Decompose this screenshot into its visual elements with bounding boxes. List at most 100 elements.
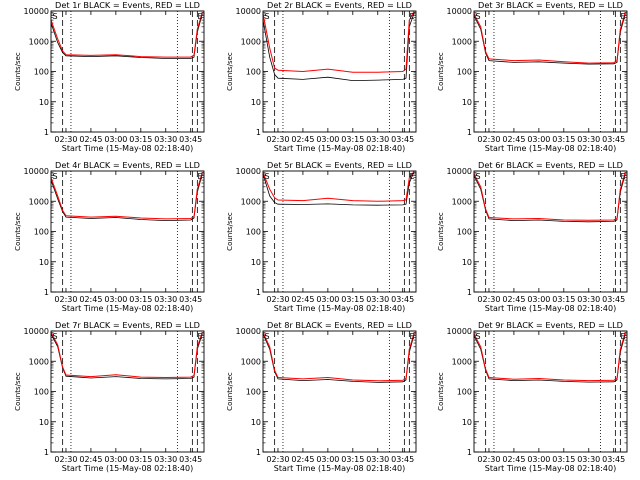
chart-title: Det 4r BLACK = Events, RED = LLD bbox=[55, 160, 200, 170]
x-axis-label: Start Time (15-May-08 02:18:40) bbox=[485, 464, 616, 473]
y-axis-label: Counts/sec bbox=[14, 372, 22, 411]
y-tick-label: 10000 bbox=[236, 327, 261, 336]
end-marker: E bbox=[197, 12, 202, 21]
y-tick-label: 100 bbox=[457, 228, 472, 237]
series-line-events bbox=[50, 333, 203, 380]
y-tick-label: 1000 bbox=[241, 197, 261, 206]
x-axis-label: Start Time (15-May-08 02:18:40) bbox=[274, 464, 405, 473]
plot-frame bbox=[50, 10, 205, 133]
detector-panel: Det 5r BLACK = Events, RED = LLD 1 10 100 10… bbox=[226, 160, 417, 313]
x-tick-label: 03:00 bbox=[527, 455, 550, 464]
end-marker: E bbox=[620, 172, 625, 181]
series-line-lld bbox=[473, 172, 626, 221]
y-axis-label: Counts/sec bbox=[437, 52, 445, 91]
y-tick-label: 10 bbox=[251, 98, 261, 107]
series-line-lld bbox=[50, 332, 203, 379]
y-tick-label: 10 bbox=[251, 418, 261, 427]
series-line-lld bbox=[262, 170, 415, 202]
x-tick-label: 03:45 bbox=[391, 295, 414, 304]
series-line-events bbox=[473, 173, 626, 223]
x-axis-label: Start Time (15-May-08 02:18:40) bbox=[274, 144, 405, 153]
y-tick-label: 10 bbox=[39, 418, 49, 427]
y-tick-label: 1000 bbox=[241, 357, 261, 366]
y-tick-label: 1000 bbox=[29, 197, 49, 206]
y-axis-label: Counts/sec bbox=[226, 52, 234, 91]
x-tick-label: 03:00 bbox=[104, 295, 127, 304]
x-tick-label: 02:45 bbox=[79, 455, 102, 464]
y-tick-label: 10000 bbox=[24, 167, 49, 176]
x-tick-label: 03:00 bbox=[527, 135, 550, 144]
series-line-lld bbox=[262, 332, 415, 382]
y-tick-label: 1000 bbox=[452, 197, 472, 206]
x-tick-label: 02:30 bbox=[266, 455, 289, 464]
end-marker: E bbox=[409, 172, 414, 181]
chart-title: Det 1r BLACK = Events, RED = LLD bbox=[55, 0, 200, 10]
y-tick-label: 1000 bbox=[241, 37, 261, 46]
x-tick-label: 03:00 bbox=[527, 295, 550, 304]
detector-panel: Det 1r BLACK = Events, RED = LLD 1 10 100 10… bbox=[14, 0, 205, 153]
y-tick-label: 10 bbox=[462, 258, 472, 267]
y-tick-label: 10000 bbox=[447, 327, 472, 336]
y-tick-label: 1 bbox=[467, 288, 472, 297]
y-tick-label: 1 bbox=[256, 448, 261, 457]
start-marker: S bbox=[53, 12, 58, 21]
y-tick-label: 10000 bbox=[236, 167, 261, 176]
y-tick-label: 1 bbox=[44, 128, 49, 137]
x-axis-label: Start Time (15-May-08 02:18:40) bbox=[485, 304, 616, 313]
x-tick-label: 02:30 bbox=[266, 135, 289, 144]
y-tick-label: 1 bbox=[467, 128, 472, 137]
x-tick-label: 03:30 bbox=[577, 135, 600, 144]
series-line-events bbox=[262, 333, 415, 383]
x-tick-label: 02:45 bbox=[291, 135, 314, 144]
y-tick-label: 10000 bbox=[447, 167, 472, 176]
y-tick-label: 1 bbox=[467, 448, 472, 457]
chart-title: Det 5r BLACK = Events, RED = LLD bbox=[267, 160, 412, 170]
series-line-lld bbox=[50, 172, 203, 220]
x-tick-label: 02:45 bbox=[291, 295, 314, 304]
plot-frame bbox=[473, 330, 628, 453]
x-tick-label: 02:30 bbox=[477, 455, 500, 464]
x-tick-label: 02:45 bbox=[502, 135, 525, 144]
y-tick-label: 100 bbox=[457, 68, 472, 77]
x-tick-label: 02:45 bbox=[502, 455, 525, 464]
x-tick-label: 03:00 bbox=[316, 295, 339, 304]
y-tick-label: 10000 bbox=[236, 7, 261, 16]
chart-title: Det 8r BLACK = Events, RED = LLD bbox=[267, 320, 412, 330]
start-marker: S bbox=[476, 12, 481, 21]
x-tick-label: 02:45 bbox=[502, 295, 525, 304]
y-tick-label: 1000 bbox=[452, 37, 472, 46]
detector-panel: Det 6r BLACK = Events, RED = LLD 1 10 100 10… bbox=[437, 160, 628, 313]
chart-title: Det 9r BLACK = Events, RED = LLD bbox=[478, 320, 623, 330]
y-axis-label: Counts/sec bbox=[226, 372, 234, 411]
y-tick-label: 10000 bbox=[24, 327, 49, 336]
start-marker: S bbox=[265, 332, 270, 341]
x-tick-label: 03:45 bbox=[179, 455, 202, 464]
end-marker: E bbox=[409, 12, 414, 21]
plot-frame bbox=[262, 330, 417, 453]
x-tick-label: 03:30 bbox=[366, 135, 389, 144]
x-axis-label: Start Time (15-May-08 02:18:40) bbox=[485, 144, 616, 153]
x-tick-label: 02:30 bbox=[54, 455, 77, 464]
x-tick-label: 02:30 bbox=[477, 135, 500, 144]
x-tick-label: 03:45 bbox=[179, 295, 202, 304]
x-tick-label: 03:00 bbox=[316, 135, 339, 144]
x-tick-label: 03:30 bbox=[154, 295, 177, 304]
series-line-lld bbox=[50, 12, 203, 58]
x-tick-label: 03:45 bbox=[602, 135, 625, 144]
x-tick-label: 03:30 bbox=[154, 135, 177, 144]
series-line-lld bbox=[473, 332, 626, 382]
x-tick-label: 03:15 bbox=[552, 455, 575, 464]
x-axis-label: Start Time (15-May-08 02:18:40) bbox=[62, 464, 193, 473]
x-tick-label: 02:30 bbox=[54, 295, 77, 304]
y-tick-label: 100 bbox=[246, 228, 261, 237]
x-tick-label: 03:30 bbox=[154, 455, 177, 464]
start-marker: S bbox=[53, 172, 58, 181]
start-marker: S bbox=[265, 12, 270, 21]
y-axis-label: Counts/sec bbox=[226, 212, 234, 251]
x-tick-label: 02:45 bbox=[79, 295, 102, 304]
x-tick-label: 03:15 bbox=[341, 135, 364, 144]
end-marker: E bbox=[409, 332, 414, 341]
end-marker: E bbox=[197, 332, 202, 341]
series-line-events bbox=[262, 12, 415, 82]
